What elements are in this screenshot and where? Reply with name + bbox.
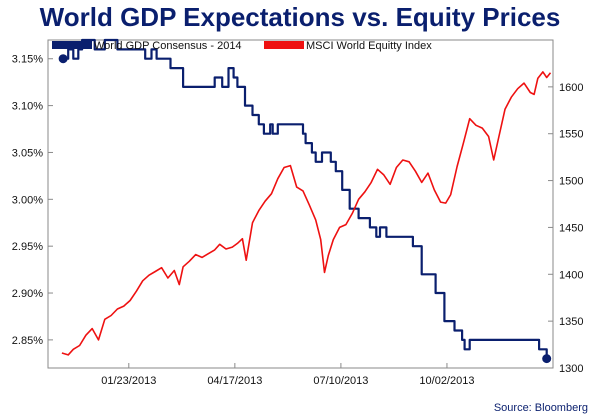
series-end-marker — [542, 354, 552, 364]
y-left-tick-label: 3.15% — [12, 54, 43, 66]
plot-area — [47, 39, 554, 369]
series-start-marker — [58, 54, 68, 64]
x-tick-label: 01/23/2013 — [101, 375, 156, 387]
plot-frame — [47, 39, 554, 369]
legend-swatch — [264, 41, 304, 49]
source-note: Source: Bloomberg — [493, 402, 588, 414]
y-right-tick-label: 1450 — [559, 222, 583, 234]
x-tick-label: 07/10/2013 — [313, 375, 368, 387]
y-right-tick-label: 1500 — [559, 176, 583, 188]
y-right-tick-label: 1600 — [559, 82, 583, 94]
y-right-tick-label: 1300 — [559, 363, 583, 375]
series-line-msci-world — [61, 71, 552, 356]
chart-title: World GDP Expectations vs. Equity Prices — [39, 2, 561, 32]
y-left-tick-label: 3.00% — [12, 194, 43, 206]
y-right-tick-label: 1350 — [559, 316, 583, 328]
series-line-gdp-consensus — [63, 38, 548, 359]
legend-swatch — [52, 41, 92, 49]
y-left-tick-label: 3.05% — [12, 147, 43, 159]
axes: 2.85% 2.90% 2.95% 3.00% 3.05% 3.10% 3.15% 1300 1… — [12, 54, 584, 387]
y-left-tick-label: 2.85% — [12, 335, 43, 347]
y-left-tick-label: 3.10% — [12, 101, 43, 113]
y-left-tick-label: 2.95% — [12, 241, 43, 253]
x-tick-label: 10/02/2013 — [419, 375, 474, 387]
y-right-tick-label: 1400 — [559, 269, 583, 281]
legend: World GDP Consensus - 2014 MSCI World Equ… — [52, 40, 432, 52]
y-right-tick-label: 1550 — [559, 129, 583, 141]
legend-label: MSCI World Equitty Index — [306, 40, 432, 52]
y-left-tick-label: 2.90% — [12, 288, 43, 300]
series-layer — [58, 38, 552, 364]
x-tick-label: 04/17/2013 — [207, 375, 262, 387]
legend-label: World GDP Consensus - 2014 — [94, 40, 242, 52]
